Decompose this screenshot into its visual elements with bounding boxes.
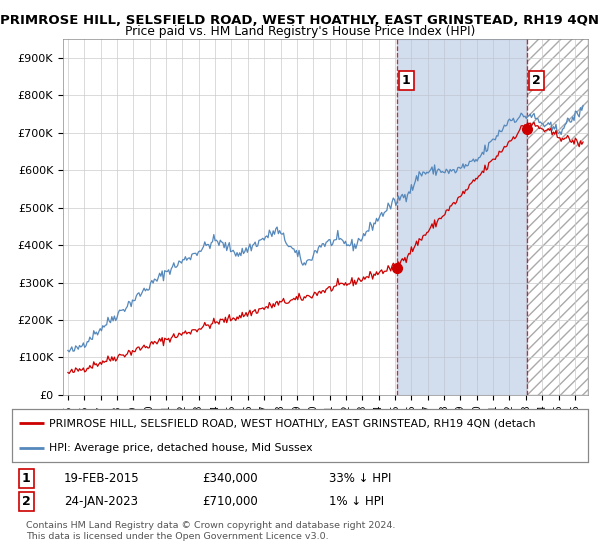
Text: PRIMROSE HILL, SELSFIELD ROAD, WEST HOATHLY, EAST GRINSTEAD, RH19 4QN: PRIMROSE HILL, SELSFIELD ROAD, WEST HOAT…: [1, 14, 599, 27]
Bar: [397, 39, 527, 395]
Text: 1: 1: [22, 472, 31, 486]
Text: 2: 2: [22, 495, 31, 508]
Text: 2: 2: [532, 74, 541, 87]
Text: 1: 1: [402, 74, 410, 87]
Text: Price paid vs. HM Land Registry's House Price Index (HPI): Price paid vs. HM Land Registry's House …: [125, 25, 475, 38]
Text: 24-JAN-2023: 24-JAN-2023: [64, 495, 138, 508]
Text: 19-FEB-2015: 19-FEB-2015: [64, 472, 139, 486]
Text: £340,000: £340,000: [202, 472, 258, 486]
Text: 33% ↓ HPI: 33% ↓ HPI: [329, 472, 391, 486]
Bar: [527, 39, 588, 395]
Bar: [527, 39, 588, 395]
Bar: [397, 39, 527, 395]
Text: £710,000: £710,000: [202, 495, 258, 508]
Text: Contains HM Land Registry data © Crown copyright and database right 2024.
This d: Contains HM Land Registry data © Crown c…: [26, 521, 396, 540]
Text: PRIMROSE HILL, SELSFIELD ROAD, WEST HOATHLY, EAST GRINSTEAD, RH19 4QN (detach: PRIMROSE HILL, SELSFIELD ROAD, WEST HOAT…: [49, 418, 536, 428]
Text: 1% ↓ HPI: 1% ↓ HPI: [329, 495, 384, 508]
Text: HPI: Average price, detached house, Mid Sussex: HPI: Average price, detached house, Mid …: [49, 442, 313, 452]
